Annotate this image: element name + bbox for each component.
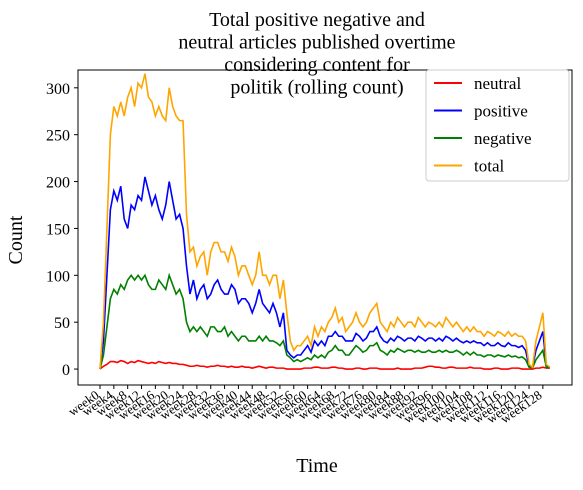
legend-label: positive — [474, 102, 528, 121]
legend-label: total — [474, 157, 504, 176]
legend-box — [425, 69, 570, 182]
chart-title: politik (rolling count) — [230, 77, 403, 99]
chart-title: Total positive negative and — [209, 9, 425, 31]
y-tick-label: 200 — [46, 175, 70, 192]
series-line — [99, 359, 550, 370]
y-tick-label: 0 — [62, 362, 70, 379]
y-tick-label: 150 — [46, 221, 70, 238]
x-axis-label: Time — [296, 455, 338, 477]
chart-title: considering content for — [224, 54, 410, 76]
y-tick-label: 300 — [46, 81, 70, 98]
y-tick-label: 250 — [46, 128, 70, 145]
legend-label: negative — [474, 129, 532, 148]
y-tick-label: 100 — [46, 268, 70, 285]
y-tick-label: 50 — [54, 315, 70, 332]
legend-label: neutral — [474, 74, 521, 93]
series-line — [99, 176, 551, 370]
series-line — [99, 272, 551, 370]
series-line — [99, 73, 551, 370]
chart-title: neutral articles published overtime — [178, 32, 455, 54]
plot-frame — [77, 69, 573, 386]
y-axis-label: Count — [5, 215, 27, 264]
